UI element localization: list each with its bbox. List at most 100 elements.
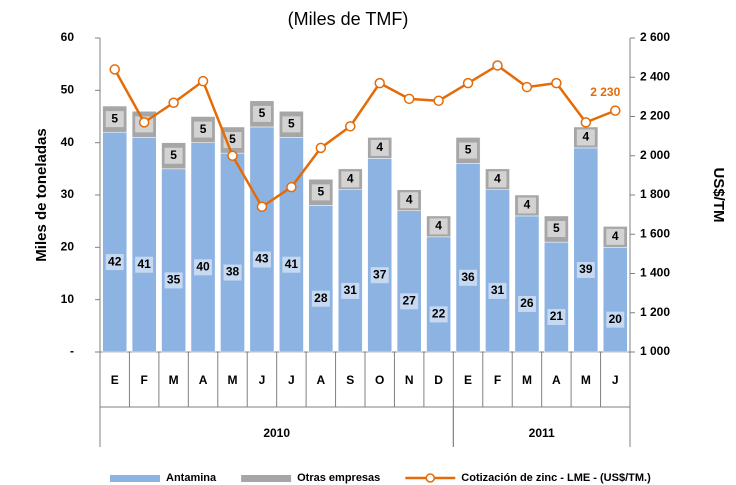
line-marker <box>197 75 209 87</box>
data-label-box <box>370 139 389 156</box>
data-label: 20 <box>609 312 623 326</box>
x-tick-label: A <box>316 373 325 387</box>
line-marker <box>286 181 297 193</box>
line-marker <box>433 95 444 107</box>
x-tick-label: M <box>581 373 591 387</box>
data-label: 5 <box>170 148 177 162</box>
data-label: 5 <box>317 185 324 199</box>
x-tick-label: M <box>169 373 179 387</box>
legend-swatch <box>241 475 292 482</box>
data-label-box <box>459 269 478 286</box>
line-marker <box>256 201 268 213</box>
data-label: 41 <box>137 257 151 271</box>
line-marker <box>138 117 150 128</box>
data-label-box <box>164 272 183 289</box>
data-label-box <box>135 256 154 273</box>
legend-label: Cotización de zinc - LME - (US$/TM.) <box>461 472 651 484</box>
line-marker <box>374 77 385 89</box>
data-label-box <box>517 197 536 214</box>
bar <box>190 142 216 353</box>
bar <box>308 205 334 353</box>
y2-tick-label: 2 400 <box>640 69 670 83</box>
data-label: 4 <box>347 171 354 185</box>
data-label-box <box>370 267 389 284</box>
x-tick-label: D <box>434 373 443 387</box>
legend-swatch <box>425 473 436 483</box>
data-label-box <box>105 254 124 271</box>
data-label-box <box>194 259 213 276</box>
bar <box>102 131 128 353</box>
x-tick-label: E <box>111 373 119 387</box>
data-label: 4 <box>435 219 442 233</box>
line-marker <box>345 121 356 132</box>
data-label: 4 <box>376 140 383 154</box>
data-label: 21 <box>550 309 564 323</box>
line-marker <box>315 142 327 154</box>
x-tick-label: S <box>346 373 354 387</box>
data-label: 22 <box>432 307 446 321</box>
line-marker <box>403 93 415 105</box>
data-label: 4 <box>524 198 531 212</box>
data-label-box <box>252 105 271 122</box>
chart-title: (Miles de TMF) <box>288 9 409 29</box>
data-label-box <box>429 218 448 235</box>
data-label-box <box>282 256 301 273</box>
y-tick-label: 50 <box>61 83 75 97</box>
data-label-box <box>517 295 536 312</box>
x-tick-label: O <box>375 373 384 387</box>
y-tick-label: 60 <box>61 30 75 44</box>
x-tick-label: E <box>464 373 472 387</box>
x-tick-label: A <box>199 373 208 387</box>
data-label: 5 <box>200 122 207 136</box>
data-label: 5 <box>465 143 472 157</box>
data-label-box <box>282 116 301 133</box>
bar <box>573 147 599 353</box>
y2-tick-label: 2 000 <box>640 148 670 162</box>
bar <box>396 210 422 353</box>
y-tick-label: 20 <box>61 240 75 254</box>
x-tick-label: M <box>522 373 532 387</box>
data-label: 37 <box>373 267 387 281</box>
line-marker <box>610 105 621 116</box>
bar <box>220 152 245 353</box>
line-marker <box>168 97 179 109</box>
data-label: 39 <box>579 262 593 276</box>
x-tick-label: F <box>494 373 501 387</box>
data-label-box <box>341 171 360 188</box>
data-label-box <box>311 184 330 201</box>
line-marker <box>551 77 562 89</box>
data-label: 35 <box>167 273 181 287</box>
x-tick-label: A <box>552 373 561 387</box>
data-label-box <box>223 264 242 281</box>
data-label-box <box>400 192 419 209</box>
data-label-box <box>429 306 448 323</box>
data-label: 4 <box>494 171 501 185</box>
data-label: 5 <box>288 117 295 131</box>
bar <box>514 215 540 353</box>
data-label: 38 <box>226 265 240 279</box>
y-tick-label: 10 <box>61 292 75 306</box>
x-tick-label: F <box>140 373 147 387</box>
x-tick-label: N <box>405 373 414 387</box>
data-label: 27 <box>402 294 416 308</box>
data-label-box <box>105 111 124 128</box>
line-marker <box>521 81 533 93</box>
bar <box>485 189 510 353</box>
y2-tick-label: 2 200 <box>640 109 670 123</box>
bar <box>602 247 628 353</box>
year-label: 2011 <box>529 426 555 440</box>
y2-tick-label: 1 600 <box>640 226 670 240</box>
bar <box>279 137 304 353</box>
bar <box>455 163 481 353</box>
x-tick-label: J <box>259 373 266 387</box>
legend-swatch <box>110 475 160 482</box>
x-tick-label: J <box>288 373 295 387</box>
data-label-box <box>488 282 507 299</box>
data-label: 40 <box>196 260 210 274</box>
y2-tick-label: 2 600 <box>640 30 670 44</box>
data-label-box <box>459 142 478 159</box>
bar <box>544 241 569 353</box>
y2-axis-label: US$/TM <box>710 167 727 222</box>
data-label-box <box>341 282 360 299</box>
data-label-box <box>252 251 271 268</box>
